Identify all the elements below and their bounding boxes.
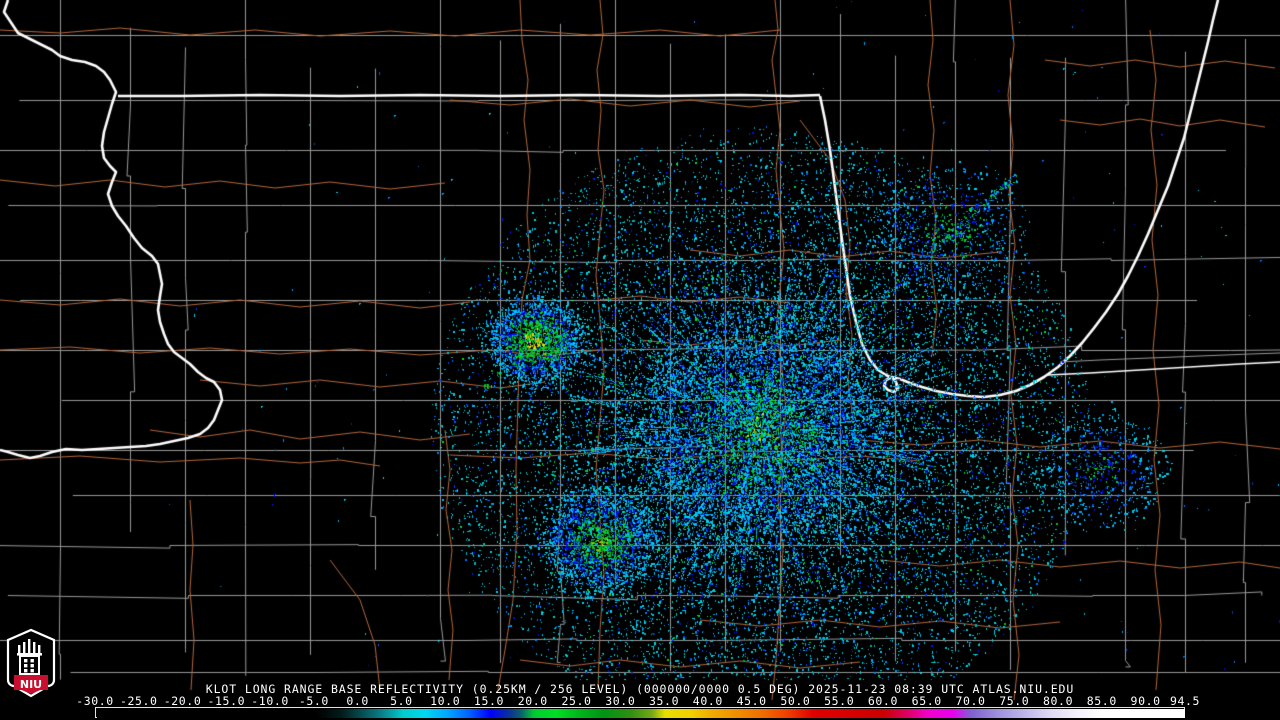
color-scale-tick: -30.0 bbox=[76, 694, 114, 708]
product-title: KLOT LONG RANGE BASE REFLECTIVITY (0.25K… bbox=[205, 682, 1075, 696]
color-scale-tick: 5.0 bbox=[390, 694, 413, 708]
color-scale-tick: 70.0 bbox=[955, 694, 986, 708]
color-scale-tick: 80.0 bbox=[1042, 694, 1074, 708]
niu-shield-logo: NIU bbox=[5, 628, 57, 698]
color-scale-tick: 55.0 bbox=[824, 694, 855, 708]
color-scale-tick: 50.0 bbox=[780, 694, 811, 708]
color-scale-tick: 60.0 bbox=[867, 694, 898, 708]
color-scale-tick: 90.0 bbox=[1130, 694, 1161, 708]
color-scale-tick: -20.0 bbox=[163, 694, 202, 708]
color-scale-tick: 65.0 bbox=[911, 694, 942, 708]
color-scale-tick: -10.0 bbox=[251, 694, 289, 708]
color-scale-bar-frame bbox=[95, 707, 1185, 718]
color-scale-tick: 35.0 bbox=[649, 694, 680, 708]
color-scale-tick: 25.0 bbox=[561, 694, 592, 708]
color-scale-tick: 85.0 bbox=[1086, 694, 1117, 708]
color-scale-tick: 45.0 bbox=[736, 694, 767, 708]
color-scale-tick: 40.0 bbox=[692, 694, 723, 708]
niu-logo-text: NIU bbox=[20, 678, 42, 691]
color-scale-tick: 15.0 bbox=[473, 694, 505, 708]
color-scale-tick: 0.0 bbox=[346, 694, 369, 708]
color-scale-tick: 75.0 bbox=[999, 694, 1030, 708]
color-scale: -30.0 -25.0 -20.0 -15.0 -10.0 -5.0 0.0 5.0 10.0 1… bbox=[0, 695, 1280, 720]
color-scale-tick: -15.0 bbox=[207, 694, 246, 708]
color-scale-tick: 10.0 bbox=[430, 694, 461, 708]
color-scale-tick: -5.0 bbox=[298, 694, 329, 708]
color-scale-gradient bbox=[97, 709, 1185, 718]
color-scale-tick: 20.0 bbox=[517, 694, 548, 708]
color-scale-tick: 94.5 bbox=[1169, 694, 1201, 708]
color-scale-labels: -30.0 -25.0 -20.0 -15.0 -10.0 -5.0 0.0 5.0 10.0 1… bbox=[0, 695, 1280, 707]
color-scale-tick: -25.0 bbox=[119, 694, 158, 708]
color-scale-tick: 30.0 bbox=[605, 694, 636, 708]
